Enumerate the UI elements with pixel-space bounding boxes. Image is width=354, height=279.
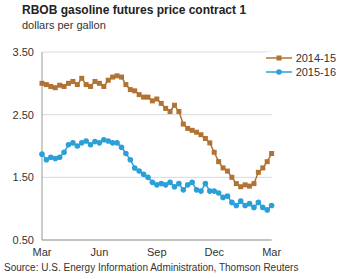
html-text:Source: U.S. Energy Informatio: Source: U.S. Energy Information Administ… [4, 262, 299, 273]
svg-text:0.50: 0.50 [13, 234, 34, 246]
svg-text:Mar: Mar [262, 246, 281, 258]
svg-text:1.50: 1.50 [13, 171, 34, 183]
svg-text:Jun: Jun [91, 246, 109, 258]
html-text:2014-15: 2014-15 [295, 52, 336, 64]
svg-text:Sep: Sep [147, 246, 167, 258]
svg-text:2.50: 2.50 [13, 109, 34, 121]
svg-text:Dec: Dec [204, 246, 224, 258]
html-text:2015-16: 2015-16 [295, 66, 336, 78]
html-text:dollars per gallon: dollars per gallon [22, 19, 106, 31]
svg-text:Mar: Mar [33, 246, 52, 258]
svg-text:3.50: 3.50 [13, 46, 34, 58]
html-text:RBOB gasoline futures price co: RBOB gasoline futures price contract 1 [22, 3, 247, 17]
